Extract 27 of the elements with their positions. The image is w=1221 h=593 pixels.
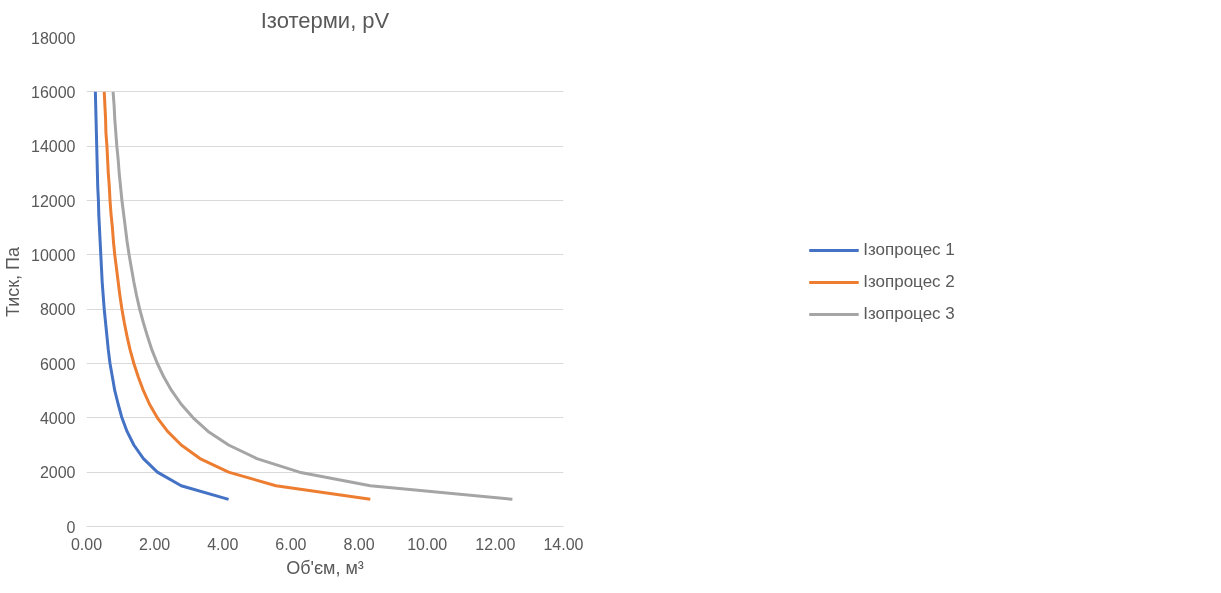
y-tick-label: 6000: [39, 355, 76, 373]
y-tick-label: 12000: [31, 192, 76, 210]
x-tick-label: 8.00: [343, 535, 375, 553]
y-tick-label: 0: [66, 518, 76, 536]
line-series: [93, 90, 231, 501]
y-tick-label: 18000: [31, 29, 76, 47]
x-axis-title: Об'єм, м³: [286, 557, 364, 578]
line-series: [102, 90, 372, 501]
y-axis-title: Тиск, Па: [3, 245, 24, 318]
y-tick-label: 4000: [39, 409, 76, 427]
y-tick-label: 10000: [31, 246, 76, 264]
y-tick-label: 2000: [39, 464, 76, 482]
legend-label: Ізопроцес 2: [863, 271, 955, 292]
line-series: [111, 90, 514, 501]
x-tick-label: 2.00: [139, 535, 171, 553]
x-tick-label: 4.00: [207, 535, 239, 553]
y-tick-label: 14000: [31, 138, 76, 156]
y-tick-label: 16000: [31, 83, 76, 101]
legend-label: Ізопроцес 1: [863, 239, 955, 260]
x-tick-label: 10.00: [407, 535, 448, 553]
legend-label: Ізопроцес 3: [863, 303, 955, 324]
x-tick-label: 6.00: [275, 535, 307, 553]
x-tick-label: 0.00: [70, 535, 103, 553]
x-tick-label: 12.00: [475, 535, 516, 553]
chart-title: Ізотерми, pV: [260, 7, 390, 33]
x-tick-label: 14.00: [543, 535, 584, 553]
y-tick-label: 8000: [39, 301, 76, 319]
